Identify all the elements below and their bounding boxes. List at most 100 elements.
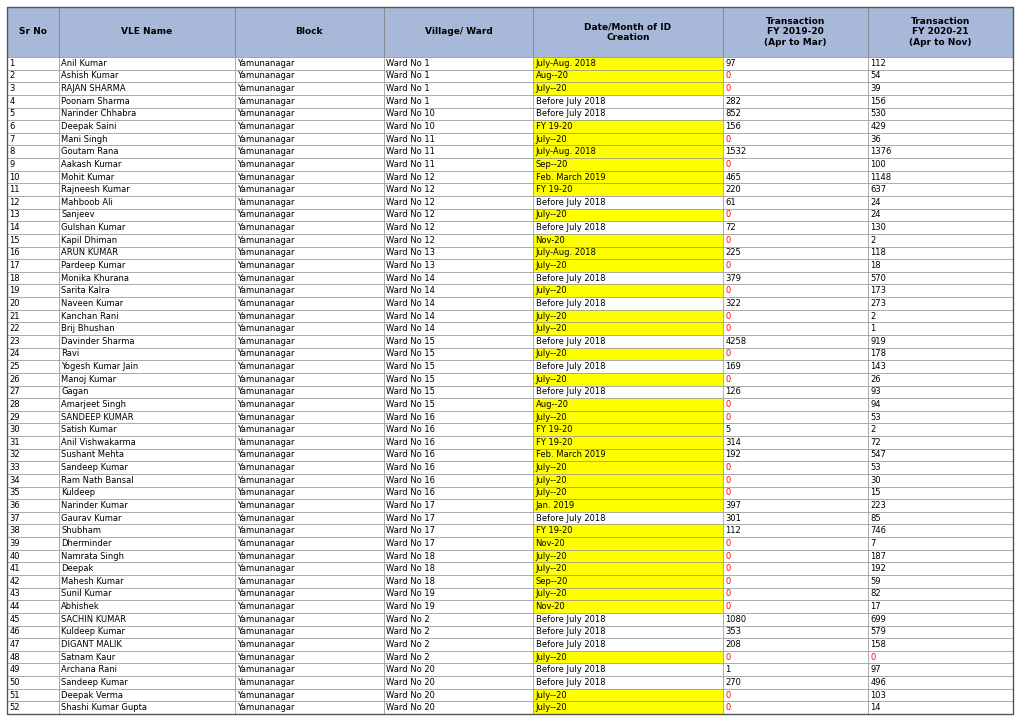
Text: Ward No 10: Ward No 10	[386, 122, 435, 131]
Bar	[58, 259, 234, 272]
Bar	[58, 638, 234, 651]
Bar	[7, 284, 58, 297]
Text: July-Aug. 2018: July-Aug. 2018	[535, 248, 596, 257]
Bar	[533, 448, 722, 461]
Bar	[234, 133, 383, 146]
Bar	[58, 575, 234, 588]
Text: 353: 353	[725, 627, 741, 637]
Bar	[7, 158, 58, 171]
Text: Yamunanagar: Yamunanagar	[237, 703, 294, 712]
Text: Shubham: Shubham	[61, 526, 101, 535]
Bar	[383, 702, 533, 714]
Text: 0: 0	[725, 653, 730, 662]
Text: SANDEEP KUMAR: SANDEEP KUMAR	[61, 412, 133, 422]
Text: 30: 30	[869, 476, 880, 485]
Text: FY 19-20: FY 19-20	[535, 122, 572, 131]
Bar	[383, 247, 533, 259]
Bar	[533, 247, 722, 259]
Text: 23: 23	[9, 337, 20, 346]
Text: Ward No 20: Ward No 20	[386, 691, 435, 699]
Bar	[7, 386, 58, 398]
Text: Ward No 19: Ward No 19	[386, 602, 435, 611]
Text: Ashish Kumar: Ashish Kumar	[61, 71, 118, 81]
Text: Yamunanagar: Yamunanagar	[237, 488, 294, 497]
Bar	[58, 588, 234, 601]
Text: Ward No 17: Ward No 17	[386, 539, 435, 548]
Bar	[533, 259, 722, 272]
Text: Yamunanagar: Yamunanagar	[237, 350, 294, 358]
Bar	[7, 133, 58, 146]
Text: 223: 223	[869, 501, 886, 510]
Text: Ward No 14: Ward No 14	[386, 273, 435, 283]
Text: Ward No 16: Ward No 16	[386, 412, 435, 422]
Bar	[722, 448, 867, 461]
Text: 34: 34	[9, 476, 20, 485]
Bar	[7, 322, 58, 335]
Text: 1148: 1148	[869, 172, 891, 182]
Text: 50: 50	[9, 678, 20, 687]
Text: Yamunanagar: Yamunanagar	[237, 337, 294, 346]
Text: 52: 52	[9, 703, 20, 712]
Text: July--20: July--20	[535, 703, 567, 712]
Bar	[234, 284, 383, 297]
Bar	[722, 158, 867, 171]
Text: 192: 192	[725, 451, 741, 459]
Text: 0: 0	[725, 84, 730, 93]
Text: Mohit Kumar: Mohit Kumar	[61, 172, 114, 182]
Bar	[234, 360, 383, 373]
Text: Ward No 19: Ward No 19	[386, 590, 435, 598]
Bar	[383, 335, 533, 348]
Text: Before July 2018: Before July 2018	[535, 627, 604, 637]
Text: 699: 699	[869, 615, 886, 624]
Text: July--20: July--20	[535, 211, 567, 219]
Text: 43: 43	[9, 590, 20, 598]
Bar	[867, 702, 1012, 714]
Text: Ward No 1: Ward No 1	[386, 59, 430, 68]
Text: Deepak Verma: Deepak Verma	[61, 691, 123, 699]
Text: Ward No 12: Ward No 12	[386, 172, 435, 182]
Bar	[867, 575, 1012, 588]
Text: Ward No 11: Ward No 11	[386, 160, 435, 169]
Bar	[533, 360, 722, 373]
Text: 100: 100	[869, 160, 886, 169]
Text: Aakash Kumar: Aakash Kumar	[61, 160, 121, 169]
Bar	[533, 524, 722, 537]
Bar	[7, 411, 58, 423]
Bar	[722, 436, 867, 448]
Bar	[722, 322, 867, 335]
Bar	[383, 360, 533, 373]
Bar	[722, 57, 867, 70]
Bar	[234, 689, 383, 702]
Bar	[383, 626, 533, 638]
Bar	[234, 310, 383, 322]
Bar	[58, 196, 234, 208]
Bar	[7, 676, 58, 689]
Bar	[383, 575, 533, 588]
Bar	[58, 208, 234, 221]
Bar	[722, 524, 867, 537]
Bar	[58, 398, 234, 411]
Bar	[533, 651, 722, 663]
Bar	[234, 57, 383, 70]
Bar	[234, 234, 383, 247]
Text: Ward No 1: Ward No 1	[386, 71, 430, 81]
Text: Amarjeet Singh: Amarjeet Singh	[61, 400, 126, 409]
Bar	[383, 95, 533, 107]
Text: Dherminder: Dherminder	[61, 539, 111, 548]
Text: 112: 112	[869, 59, 886, 68]
Text: Yogesh Kumar Jain: Yogesh Kumar Jain	[61, 362, 139, 371]
Bar	[533, 663, 722, 676]
Text: 187: 187	[869, 552, 886, 560]
Bar	[58, 702, 234, 714]
Text: Ward No 12: Ward No 12	[386, 198, 435, 207]
Text: 10: 10	[9, 172, 20, 182]
Bar	[722, 512, 867, 524]
Text: 0: 0	[725, 552, 730, 560]
Text: Ward No 15: Ward No 15	[386, 362, 435, 371]
Text: July--20: July--20	[535, 261, 567, 270]
Text: Ward No 2: Ward No 2	[386, 627, 430, 637]
Text: 42: 42	[9, 577, 20, 586]
Text: 429: 429	[869, 122, 886, 131]
Text: Yamunanagar: Yamunanagar	[237, 552, 294, 560]
Text: July--20: July--20	[535, 552, 567, 560]
